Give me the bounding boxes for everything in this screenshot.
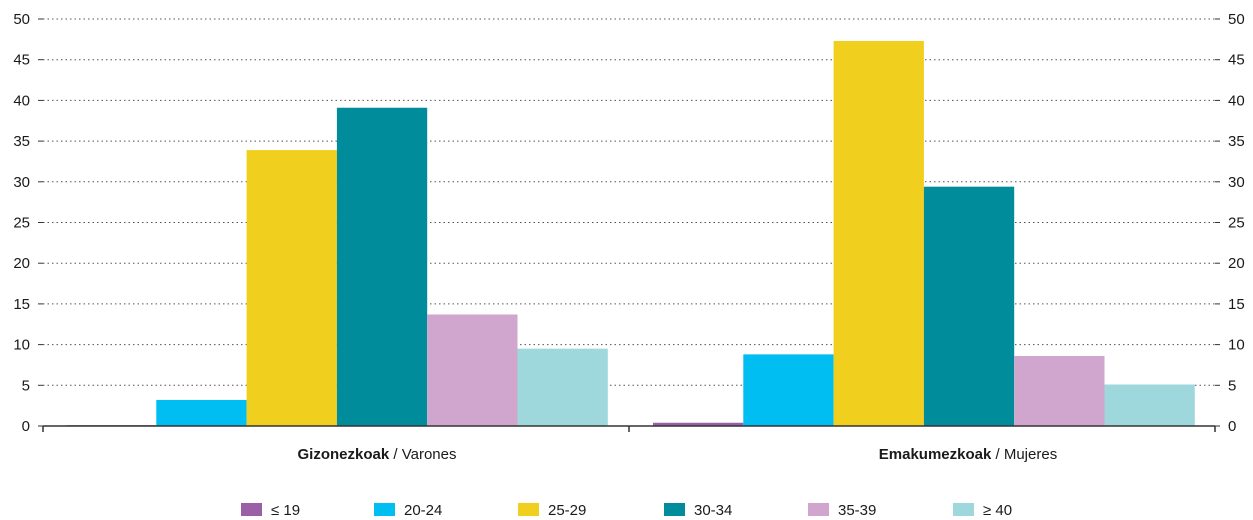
y-tick-label-right: 50 [1228,11,1245,28]
y-tick-label-left: 35 [13,133,30,150]
legend-label: ≥ 40 [983,502,1012,519]
y-tick-label-right: 20 [1228,255,1245,272]
category-labels: Gizonezkoak / Varones Emakumezkoak / Muje… [298,446,1058,463]
legend-swatch [518,503,539,516]
y-tick-label-right: 15 [1228,296,1245,313]
bar-3034-1 [923,186,1015,426]
bar-3539-0 [427,314,518,426]
category-label: Gizonezkoak / Varones [298,446,457,463]
y-tick-label-right: 35 [1228,133,1245,150]
y-tick-label-left: 20 [13,255,30,272]
bar-40-0 [517,348,608,426]
y-tick-label-right: 0 [1228,418,1236,435]
y-tick-label-left: 15 [13,296,30,313]
y-tick-label-right: 5 [1228,377,1236,394]
legend-swatch [808,503,829,516]
bar-2024-0 [156,399,247,426]
y-tick-label-left: 5 [22,377,30,394]
y-tick-label-left: 30 [13,174,30,191]
y-tick-label-right: 45 [1228,52,1245,69]
bar-3539-1 [1014,355,1105,426]
y-tick-label-left: 0 [22,418,30,435]
y-tick-label-right: 30 [1228,174,1245,191]
y-tick-label-right: 40 [1228,92,1245,109]
legend: ≤ 19 20-24 25-29 30-34 35-39 ≥ 40 [241,502,1012,519]
legend-label: ≤ 19 [271,502,300,519]
bar-2529-0 [246,150,337,426]
y-tick-label-left: 25 [13,215,30,232]
legend-swatch [664,503,685,516]
legend-label: 30-34 [694,502,732,519]
y-tick-label-left: 50 [13,11,30,28]
legend-swatch [953,503,974,516]
legend-swatch [374,503,395,516]
gridlines [43,18,1215,386]
y-tick-label-right: 25 [1228,215,1245,232]
legend-label: 25-29 [548,502,586,519]
legend-label: 35-39 [838,502,876,519]
bar-3034-0 [336,107,428,426]
bar-2529-1 [833,40,924,427]
y-axis-left: 0 5 10 15 20 25 30 35 40 45 50 [13,11,43,435]
y-tick-label-right: 10 [1228,337,1245,354]
bar-40-1 [1104,384,1195,426]
y-axis-right: 0 5 10 15 20 25 30 35 40 45 50 [1215,11,1245,435]
y-tick-label-left: 10 [13,337,30,354]
y-tick-label-left: 45 [13,52,30,69]
category-label: Emakumezkoak / Mujeres [879,446,1057,463]
bar-2024-1 [743,354,834,426]
bars [66,40,1195,427]
bar-19-1 [653,422,744,426]
y-tick-label-left: 40 [13,92,30,109]
x-axis [42,425,1216,432]
legend-swatch [241,503,262,516]
legend-label: 20-24 [404,502,442,519]
